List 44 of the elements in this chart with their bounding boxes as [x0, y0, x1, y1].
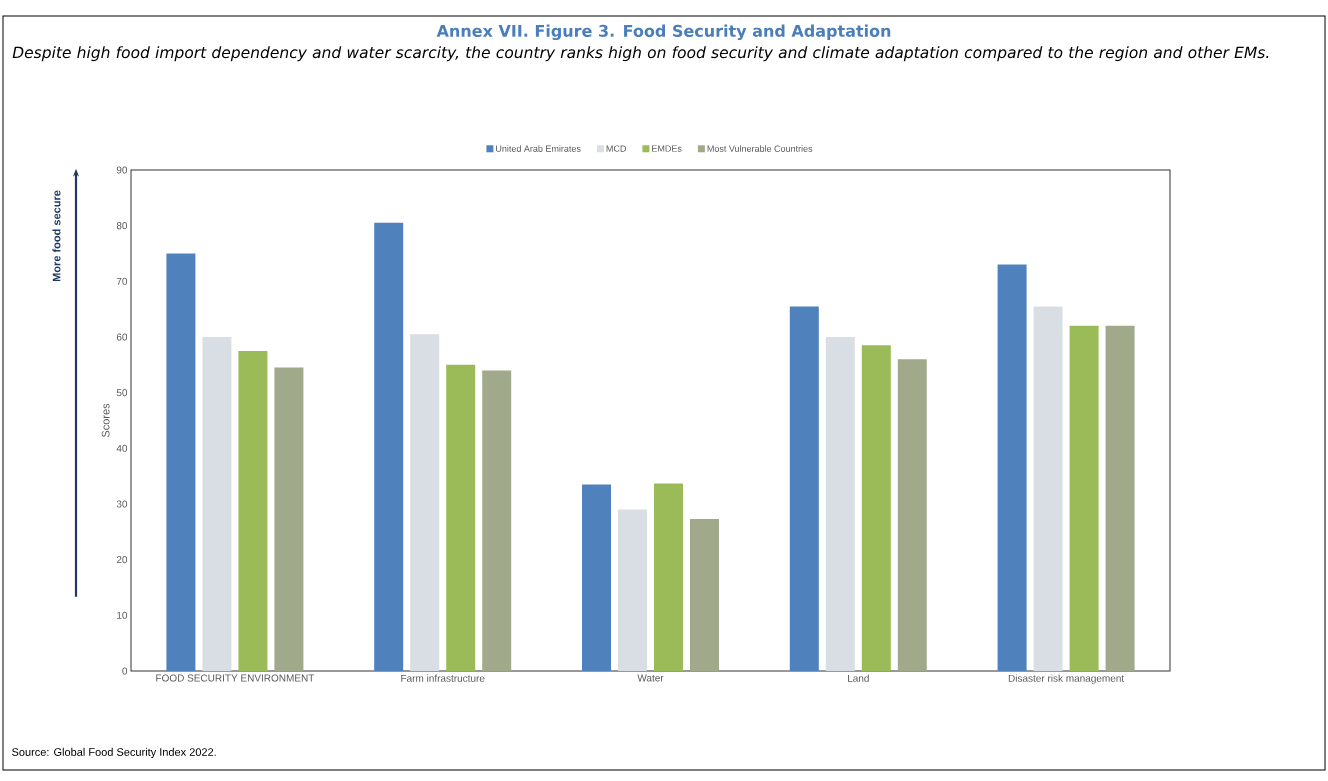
text: More food secure: [52, 190, 61, 282]
bar: [482, 370, 512, 671]
y-tick-label: 10: [117, 611, 128, 619]
legend-label: EMDEs: [652, 145, 682, 152]
y-tick-label: 0: [122, 667, 128, 675]
bar: [1105, 325, 1135, 671]
bar: [618, 509, 647, 671]
bar: [166, 253, 196, 671]
y-tick-label: 20: [116, 556, 128, 564]
legend-label: Most Vulnerable Countries: [707, 145, 813, 152]
bar: [789, 306, 819, 671]
bar: [1033, 306, 1063, 671]
chart-subtitle: Despite high food import dependency and water scarcity, the country ranks high on food security and climate adaptation compared to the region and other EMs.: [12, 46, 1269, 62]
x-tick-label: Water: [637, 674, 664, 682]
y-tick-label: 80: [116, 222, 128, 230]
bar: [897, 359, 927, 671]
bar: [690, 519, 719, 671]
bar: [1069, 325, 1099, 671]
bar: [202, 336, 232, 671]
x-tick-label: Land: [848, 674, 869, 682]
y-tick-label: 40: [116, 444, 128, 452]
y-tick-label: 90: [116, 166, 128, 174]
bar: [861, 345, 891, 671]
x-tick-label: Farm infrastructure: [401, 674, 485, 682]
chart-title: Annex VII. Figure 3. Food Security and Adaptation: [436, 24, 891, 41]
y-tick-label: 50: [116, 389, 128, 397]
x-tick-label: Disaster risk management: [1008, 674, 1125, 684]
y-axis-title: Scores: [101, 403, 110, 438]
bar: [374, 222, 404, 671]
bar: [410, 334, 440, 671]
legend-label: MCD: [606, 145, 626, 152]
bar: [238, 350, 268, 671]
bar: [446, 364, 476, 671]
bar: [825, 336, 855, 671]
bar: [997, 264, 1027, 671]
legend-label: United Arab Emirates: [496, 145, 581, 152]
y-tick-label: 30: [116, 500, 128, 508]
bar: [582, 484, 611, 671]
source-note: Source: Global Food Security Index 2022.: [12, 747, 216, 759]
bar: [654, 483, 683, 671]
y-tick-label: 70: [116, 277, 128, 285]
x-tick-label: FOOD SECURITY ENVIRONMENT: [156, 674, 315, 682]
bar: [274, 367, 304, 671]
y-tick-label: 60: [116, 333, 128, 341]
